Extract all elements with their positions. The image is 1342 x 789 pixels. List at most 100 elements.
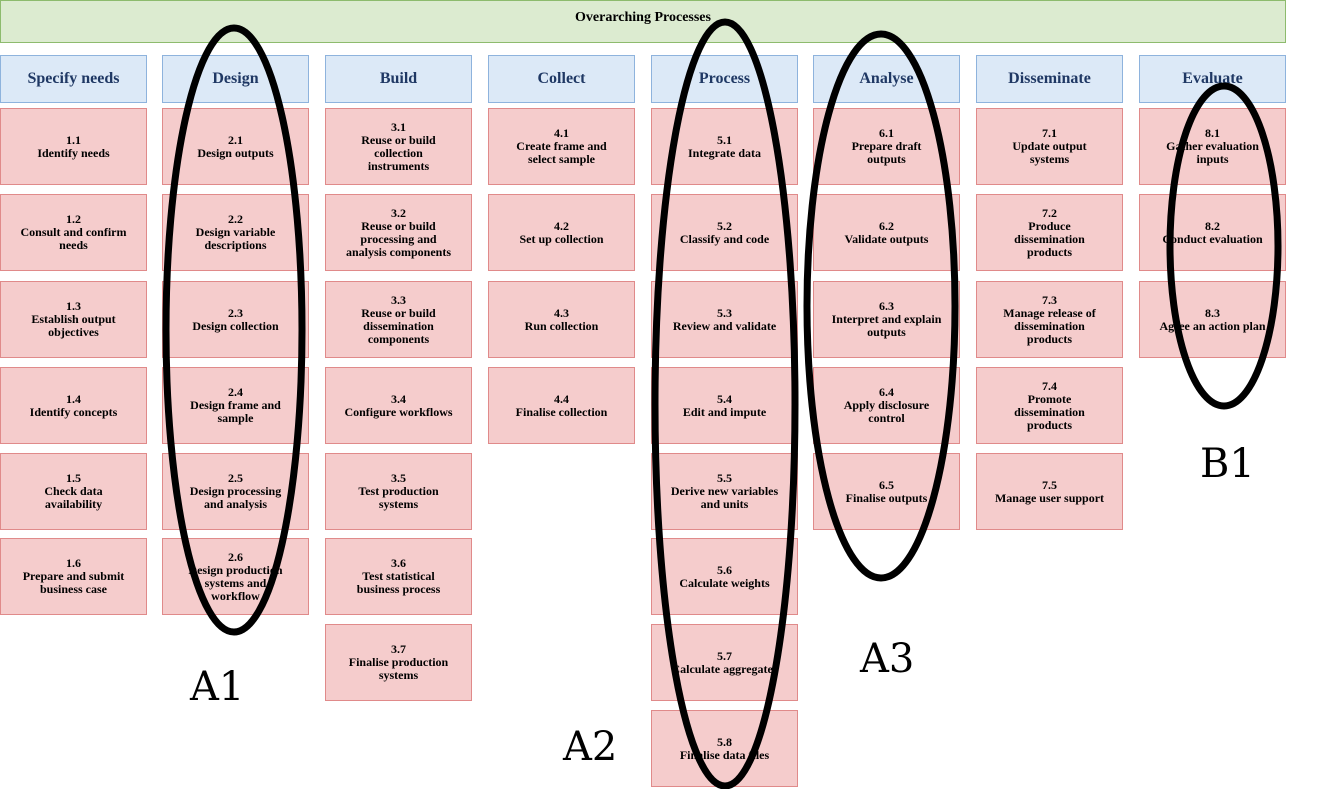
step-label: Gather evaluation inputs: [1166, 139, 1259, 166]
step-5-2: 5.2 Classify and code: [651, 194, 798, 271]
step-label: Calculate aggregates: [671, 661, 778, 676]
step-number: 2.1: [228, 132, 243, 147]
annotation-label-a3: A3: [859, 636, 914, 682]
step-label: Review and validate: [672, 318, 777, 333]
step-number: 5.4: [717, 391, 732, 406]
step-label: Prepare and submit business case: [22, 569, 125, 596]
step-label: Manage release of dissemination products: [1003, 305, 1096, 346]
step-5-6: 5.6 Calculate weights: [651, 538, 798, 615]
step-label: Validate outputs: [844, 231, 929, 246]
step-number: 5.2: [717, 218, 732, 233]
step-label: Design outputs: [197, 145, 274, 160]
step-label: Classify and code: [679, 231, 770, 246]
step-number: 2.3: [228, 305, 243, 320]
step-label: Set up collection: [519, 231, 604, 246]
step-label: Design frame and sample: [190, 398, 281, 425]
annotation-label-a2: A2: [562, 724, 617, 770]
step-3-6: 3.6 Test statistical business process: [325, 538, 472, 615]
phase-label: Specify needs: [27, 70, 120, 87]
phase-label: Collect: [537, 70, 586, 87]
step-number: 2.6: [228, 549, 243, 564]
step-1-5: 1.5 Check data availability: [0, 453, 147, 530]
phase-specify-needs: Specify needs: [0, 55, 147, 103]
step-3-2: 3.2 Reuse or build processing and analysi…: [325, 194, 472, 271]
step-label: Manage user support: [994, 490, 1105, 505]
step-7-2: 7.2 Produce dissemination products: [976, 194, 1123, 271]
step-7-5: 7.5 Manage user support: [976, 453, 1123, 530]
step-2-5: 2.5 Design processing and analysis: [162, 453, 309, 530]
phase-evaluate: Evaluate: [1139, 55, 1286, 103]
step-1-2: 1.2 Consult and confirm needs: [0, 194, 147, 271]
step-6-2: 6.2 Validate outputs: [813, 194, 960, 271]
phase-collect: Collect: [488, 55, 635, 103]
step-3-4: 3.4 Configure workflows: [325, 367, 472, 444]
step-5-8: 5.8 Finalise data files: [651, 710, 798, 787]
step-label: Test production systems: [358, 484, 439, 511]
step-number: 4.4: [554, 391, 569, 406]
step-2-4: 2.4 Design frame and sample: [162, 367, 309, 444]
overarching-processes-bar: Overarching Processes: [0, 0, 1286, 43]
step-6-3: 6.3 Interpret and explain outputs: [813, 281, 960, 358]
step-number: 4.1: [554, 126, 569, 140]
step-label: Reuse or build dissemination components: [361, 305, 436, 346]
step-8-1: 8.1 Gather evaluation inputs: [1139, 108, 1286, 185]
step-5-4: 5.4 Edit and impute: [651, 367, 798, 444]
step-number: 3.3: [391, 292, 406, 307]
annotation-label-a1: A1: [189, 664, 244, 710]
step-number: 4.3: [554, 305, 569, 320]
step-2-3: 2.3 Design collection: [162, 281, 309, 358]
step-label: Design variable descriptions: [195, 225, 276, 252]
step-number: 1.5: [66, 471, 81, 485]
step-label: Update output systems: [1012, 139, 1087, 166]
step-number: 6.5: [879, 477, 894, 492]
step-4-4: 4.4 Finalise collection: [488, 367, 635, 444]
step-number: 5.7: [717, 648, 732, 663]
step-number: 1.2: [66, 212, 81, 226]
annotation-label-b1: B1: [1200, 441, 1255, 487]
step-label: Edit and impute: [682, 404, 767, 419]
step-label: Promote dissemination products: [1014, 391, 1085, 432]
step-number: 3.5: [391, 471, 406, 485]
step-3-7: 3.7 Finalise production systems: [325, 624, 472, 701]
step-label: Calculate weights: [679, 575, 770, 590]
step-label: Reuse or build processing and analysis c…: [345, 218, 452, 259]
step-label: Derive new variables and units: [670, 484, 779, 511]
step-3-3: 3.3 Reuse or build dissemination componen…: [325, 281, 472, 358]
step-number: 3.2: [391, 205, 406, 220]
step-number: 1.3: [66, 299, 81, 313]
step-4-1: 4.1 Create frame and select sample: [488, 108, 635, 185]
step-1-4: 1.4 Identify concepts: [0, 367, 147, 444]
step-number: 5.6: [717, 562, 732, 577]
step-number: 7.4: [1042, 378, 1057, 393]
step-2-2: 2.2 Design variable descriptions: [162, 194, 309, 271]
step-label: Prepare draft outputs: [851, 139, 922, 166]
step-7-1: 7.1 Update output systems: [976, 108, 1123, 185]
phase-label: Design: [212, 70, 259, 87]
step-number: 3.1: [391, 119, 406, 134]
step-label: Configure workflows: [344, 404, 453, 419]
phase-process: Process: [651, 55, 798, 103]
step-label: Design processing and analysis: [189, 484, 282, 511]
step-number: 3.7: [391, 642, 406, 656]
step-5-1: 5.1 Integrate data: [651, 108, 798, 185]
step-number: 3.6: [391, 556, 406, 570]
overarching-processes-title: Overarching Processes: [575, 10, 711, 25]
step-number: 3.4: [391, 391, 406, 406]
phase-label: Disseminate: [1008, 70, 1091, 87]
step-4-2: 4.2 Set up collection: [488, 194, 635, 271]
step-6-1: 6.1 Prepare draft outputs: [813, 108, 960, 185]
step-number: 5.3: [717, 305, 732, 320]
step-number: 6.2: [879, 218, 894, 233]
step-label: Reuse or build collection instruments: [361, 132, 436, 173]
step-label: Test statistical business process: [356, 569, 441, 596]
step-label: Design collection: [192, 318, 279, 333]
phase-label: Evaluate: [1182, 70, 1243, 87]
step-number: 5.1: [717, 132, 732, 147]
phase-disseminate: Disseminate: [976, 55, 1123, 103]
step-number: 7.1: [1042, 126, 1057, 140]
step-7-4: 7.4 Promote dissemination products: [976, 367, 1123, 444]
step-5-5: 5.5 Derive new variables and units: [651, 453, 798, 530]
phase-label: Analyse: [859, 70, 914, 87]
step-label: Identify needs: [37, 145, 110, 160]
step-number: 4.2: [554, 218, 569, 233]
